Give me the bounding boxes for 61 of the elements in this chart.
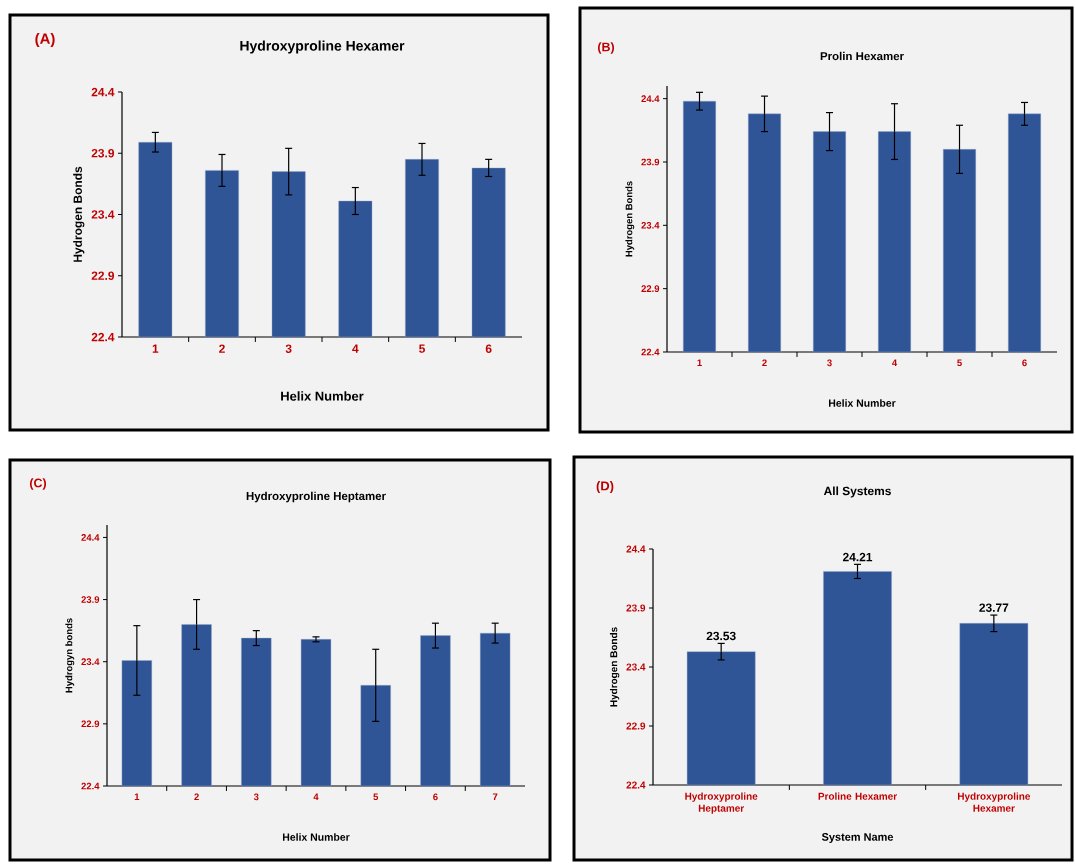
y-tick-label: 23.9 (81, 596, 100, 603)
y-tick-label: 22.4 (626, 781, 646, 789)
x-tick-label: Hydroxyproline Heptamer (685, 792, 758, 814)
x-tick-label: 3 (827, 359, 832, 367)
x-tick-label: 1 (697, 359, 702, 367)
y-tick-label: 23.4 (626, 663, 646, 671)
x-tick-label: 1 (152, 344, 159, 353)
x-tick-label: Proline Hexamer (818, 792, 897, 800)
y-tick-label: 23.9 (626, 604, 646, 612)
y-tick-label: 23.9 (91, 149, 115, 158)
y-tick-label: 22.9 (91, 271, 115, 280)
y-tick-label: 24.4 (81, 534, 100, 541)
y-axis-title: Hydrogen Bonds (73, 166, 85, 262)
y-tick-label: 22.9 (81, 720, 100, 728)
y-tick-label: 22.4 (641, 348, 660, 356)
chart-title: All Systems (823, 486, 891, 498)
text: (B) (597, 42, 615, 54)
y-tick-label: 24.4 (641, 95, 660, 102)
x-tick-label: 4 (892, 359, 898, 367)
x-tick-label: 4 (313, 793, 319, 801)
y-tick-label: 24.4 (91, 87, 115, 97)
chart-title: Prolin Hexamer (820, 51, 904, 61)
x-tick-label: 5 (957, 359, 962, 367)
x-tick-label: 4 (352, 344, 359, 353)
y-tick-label: 23.9 (641, 158, 660, 166)
y-tick-label: 24.4 (626, 545, 646, 553)
y-axis-title: Hydrogen Bonds (625, 181, 635, 257)
y-tick-label: 23.4 (81, 658, 100, 666)
x-tick-label: 2 (762, 359, 767, 367)
y-tick-label: 23.4 (641, 221, 660, 229)
x-tick-label: 6 (485, 344, 492, 353)
text: (D) (596, 480, 614, 494)
y-tick-label: 22.9 (626, 722, 646, 730)
x-tick-label: Hydroxyproline Hexamer (957, 792, 1031, 812)
y-axis-title: Hydrogen Bonds (609, 627, 620, 707)
x-tick-label: 2 (194, 793, 199, 801)
y-tick-label: 22.4 (91, 332, 115, 342)
data-label: 23.77 (979, 603, 1009, 612)
y-tick-label: 22.4 (81, 782, 100, 790)
chart-title: Hydroxyproline Hexamer (240, 40, 405, 54)
x-axis-title: Helix Number (281, 391, 364, 401)
data-label: 24.21 (842, 552, 873, 562)
x-tick-label: 2 (219, 344, 225, 353)
text: (C) (29, 478, 47, 490)
x-axis-title: Helix Number (829, 399, 896, 407)
chart-title: Hydroxyproline Heptamer (246, 491, 386, 503)
x-tick-label: 5 (419, 344, 425, 353)
x-tick-label: 7 (492, 793, 498, 801)
x-tick-label: 3 (285, 344, 292, 353)
x-tick-label: 6 (1022, 359, 1027, 367)
x-tick-label: 1 (134, 793, 140, 801)
text: (A) (35, 33, 55, 47)
x-tick-label: 6 (433, 793, 438, 801)
x-tick-label: 5 (373, 793, 379, 801)
x-tick-label: 3 (253, 793, 259, 801)
x-axis-title: System Name (821, 833, 894, 843)
x-axis-title: Helix Number (282, 833, 350, 841)
y-axis-title: Hydrogyn bonds (65, 618, 75, 693)
data-label: 23.53 (706, 631, 736, 641)
y-tick-label: 23.4 (91, 210, 115, 219)
y-tick-label: 22.9 (641, 285, 660, 293)
